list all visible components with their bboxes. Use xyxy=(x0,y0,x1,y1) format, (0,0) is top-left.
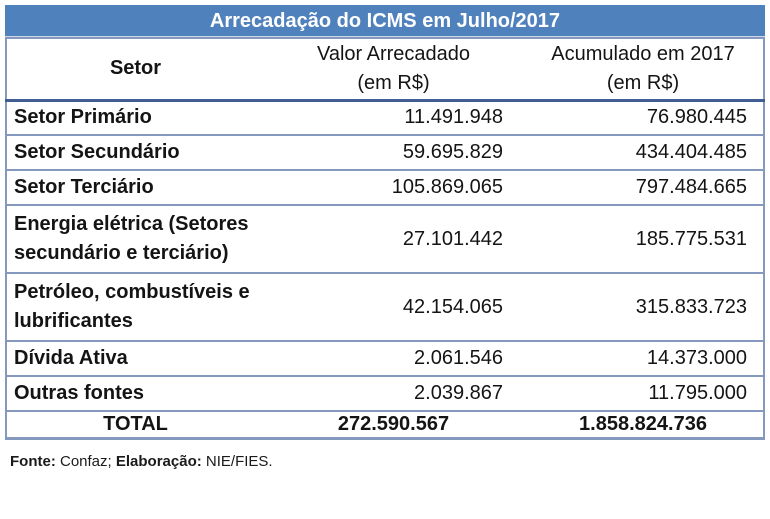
cell-acumulado: 315.833.723 xyxy=(635,295,747,318)
cell-valor: 2.039.867 xyxy=(414,382,503,404)
total-acumulado: 1.858.824.736 xyxy=(579,412,707,435)
table-row: Setor Terciário 105.869.065 797.484.665 xyxy=(6,170,764,205)
table-row: Setor Primário 11.491.948 76.980.445 xyxy=(6,100,764,135)
elaboration-value: NIE/FIES. xyxy=(205,452,273,470)
elaboration-label: Elaboração: xyxy=(115,452,202,470)
icms-table-panel: Arrecadação do ICMS em Julho/2017 Setor … xyxy=(5,5,765,440)
icms-table: Setor Valor Arrecadado (em R$) Acumulado… xyxy=(5,37,765,440)
cell-acumulado: 434.404.485 xyxy=(635,141,747,163)
cell-setor: Dívida Ativa xyxy=(14,347,128,369)
table-body: Setor Primário 11.491.948 76.980.445 Setor … xyxy=(6,100,764,411)
column-header-valor-line1: Valor Arrecadado xyxy=(316,42,471,65)
source-value: Confaz; xyxy=(60,452,112,470)
column-header-acumulado: Acumulado em 2017 (em R$) xyxy=(523,38,764,100)
column-header-acumulado-line2: (em R$) xyxy=(606,71,680,94)
cell-acumulado: 76.980.445 xyxy=(646,106,747,129)
cell-acumulado: 14.373.000 xyxy=(646,347,747,369)
table-row: Outras fontes 2.039.867 11.795.000 xyxy=(6,376,764,411)
cell-valor: 105.869.065 xyxy=(391,176,503,198)
source-label: Fonte: xyxy=(10,452,56,470)
cell-setor: Petróleo, combustíveis e lubrificantes xyxy=(14,281,250,332)
column-header-valor: Valor Arrecadado (em R$) xyxy=(264,38,523,100)
cell-valor: 2.061.546 xyxy=(414,347,503,369)
table-title: Arrecadação do ICMS em Julho/2017 xyxy=(5,5,765,37)
table-row: Setor Secundário 59.695.829 434.404.485 xyxy=(6,135,764,170)
cell-setor: Setor Primário xyxy=(14,106,152,129)
cell-acumulado: 11.795.000 xyxy=(648,382,747,404)
cell-valor: 59.695.829 xyxy=(402,141,503,163)
cell-setor: Setor Terciário xyxy=(14,176,154,198)
column-header-setor: Setor xyxy=(109,57,162,80)
column-header-valor-line2: (em R$) xyxy=(357,71,430,94)
cell-valor: 11.491.948 xyxy=(404,106,503,129)
cell-valor: 27.101.442 xyxy=(402,227,503,250)
table-row: Dívida Ativa 2.061.546 14.373.000 xyxy=(6,341,764,376)
table-row: Energia elétrica (Setores secundário e t… xyxy=(6,205,764,273)
cell-setor: Setor Secundário xyxy=(14,141,180,163)
cell-setor: Outras fontes xyxy=(14,382,145,404)
total-valor: 272.590.567 xyxy=(337,412,450,435)
header-row: Setor Valor Arrecadado (em R$) Acumulado… xyxy=(6,38,764,100)
cell-acumulado: 797.484.665 xyxy=(635,176,747,198)
cell-acumulado: 185.775.531 xyxy=(635,227,747,250)
cell-setor: Energia elétrica (Setores secundário e t… xyxy=(14,213,249,264)
cell-valor: 42.154.065 xyxy=(402,295,503,318)
column-header-acumulado-line1: Acumulado em 2017 xyxy=(551,42,735,65)
total-label: TOTAL xyxy=(103,412,168,435)
table-row: Petróleo, combustíveis e lubrificantes 42… xyxy=(6,273,764,341)
total-row: TOTAL 272.590.567 1.858.824.736 xyxy=(6,411,764,438)
source-note: Fonte: Confaz; Elaboração: NIE/FIES. xyxy=(10,453,770,470)
